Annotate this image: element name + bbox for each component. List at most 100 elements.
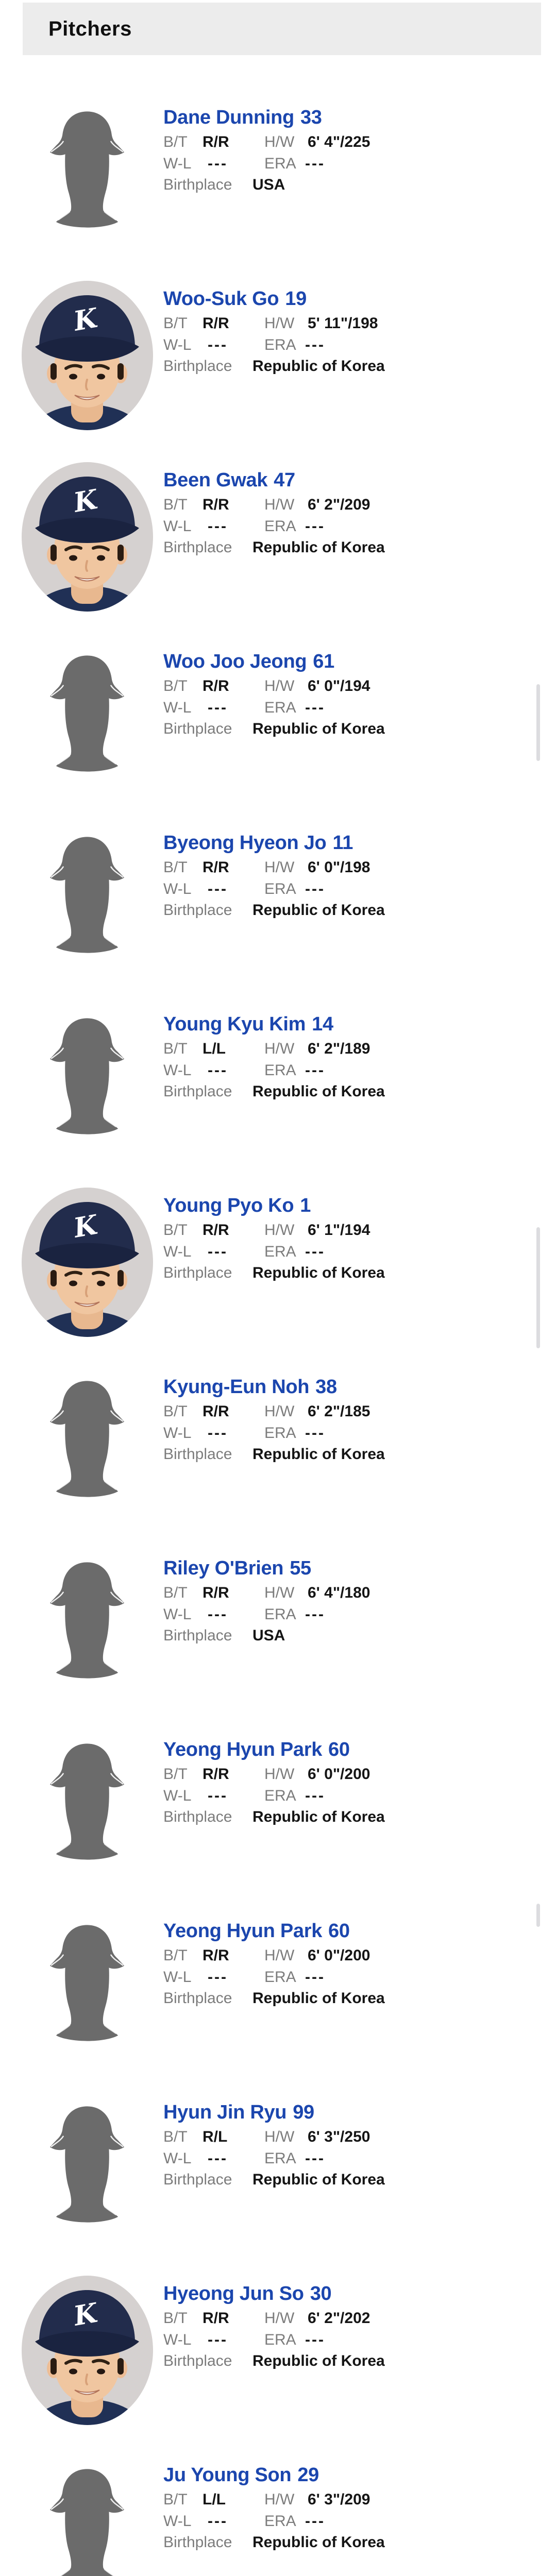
player-silhouette-image [46, 835, 128, 954]
bt-value: R/R [203, 315, 229, 332]
birthplace-label: Birthplace [163, 1990, 232, 2007]
stats-row-bt-hw: B/T R/L H/W 6' 3"/250 [0, 2128, 412, 2147]
player-number: 1 [300, 1195, 311, 1216]
hw-value: 6' 4"/225 [308, 133, 370, 150]
era-label: ERA [264, 2513, 296, 2530]
bt-label: B/T [163, 1766, 188, 1783]
birthplace-label: Birthplace [163, 1446, 232, 1463]
stats-row-bt-hw: B/T R/R H/W 6' 0"/194 [0, 677, 412, 696]
player-card[interactable]: K Been Gwak 47 B/T R/R H/W 6' 2"/209 W-L … [0, 462, 556, 643]
birthplace-value: Republic of Korea [252, 1990, 385, 2007]
scrollbar-thumb[interactable] [536, 684, 540, 761]
page-title: Pitchers [48, 18, 132, 40]
hw-value: 6' 0"/200 [308, 1947, 370, 1964]
stats-row-bt-hw: B/T R/R H/W 6' 4"/225 [0, 133, 412, 152]
player-name: Riley O'Brien [163, 1557, 284, 1579]
era-label: ERA [264, 1062, 296, 1079]
wl-label: W-L [163, 1062, 192, 1079]
hw-label: H/W [264, 2491, 295, 2508]
wl-label: W-L [163, 1787, 192, 1804]
player-name: Hyun Jin Ryu [163, 2102, 287, 2123]
bt-value: R/R [203, 1584, 229, 1601]
wl-value: --- [208, 1606, 228, 1623]
player-number: 61 [313, 651, 334, 672]
era-value: --- [305, 1606, 325, 1623]
player-card[interactable]: K Hyeong Jun So 30 B/T R/R H/W 6' 2"/202 … [0, 2276, 556, 2457]
stats-row-birthplace: Birthplace Republic of Korea [0, 1083, 412, 1101]
bt-value: R/R [203, 1403, 229, 1420]
player-name-link[interactable]: Riley O'Brien 55 [163, 1557, 311, 1580]
bt-value: R/R [203, 1766, 229, 1783]
bt-label: B/T [163, 1947, 188, 1964]
hw-value: 6' 0"/198 [308, 859, 370, 876]
wl-label: W-L [163, 1606, 192, 1623]
player-name-link[interactable]: Young Pyo Ko 1 [163, 1195, 311, 1217]
era-value: --- [305, 2150, 325, 2167]
birthplace-label: Birthplace [163, 2171, 232, 2188]
bt-label: B/T [163, 1403, 188, 1420]
scrollbar-thumb[interactable] [536, 1227, 540, 1348]
player-number: 11 [332, 832, 353, 854]
bt-value: R/R [203, 496, 229, 513]
stats-row-birthplace: Birthplace Republic of Korea [0, 720, 412, 739]
stats-row-bt-hw: B/T R/R H/W 6' 0"/198 [0, 859, 412, 877]
hw-value: 6' 0"/194 [308, 677, 370, 694]
scrollbar-thumb[interactable] [536, 1904, 540, 1927]
stats-row-birthplace: Birthplace Republic of Korea [0, 539, 412, 557]
wl-value: --- [208, 1969, 228, 1986]
player-name-link[interactable]: Woo Joo Jeong 61 [163, 651, 334, 673]
wl-label: W-L [163, 2513, 192, 2530]
stats-row-birthplace: Birthplace Republic of Korea [0, 2171, 412, 2190]
player-name-link[interactable]: Yeong Hyun Park 60 [163, 1739, 350, 1761]
era-value: --- [305, 1787, 325, 1804]
era-label: ERA [264, 518, 296, 535]
player-name-link[interactable]: Ju Young Son 29 [163, 2464, 319, 2486]
player-name-link[interactable]: Byeong Hyeon Jo 11 [163, 832, 353, 854]
player-name-link[interactable]: Kyung-Eun Noh 38 [163, 1376, 337, 1398]
stats-row-bt-hw: B/T R/R H/W 6' 2"/185 [0, 1403, 412, 1421]
hw-value: 5' 11"/198 [308, 315, 378, 332]
hw-label: H/W [264, 1040, 295, 1057]
hw-value: 6' 0"/200 [308, 1766, 370, 1783]
birthplace-value: Republic of Korea [252, 539, 385, 556]
player-card[interactable]: K Young Pyo Ko 1 B/T R/R H/W 6' 1"/194 W-… [0, 1188, 556, 1369]
player-name-link[interactable]: Hyun Jin Ryu 99 [163, 2102, 314, 2124]
player-name-link[interactable]: Hyeong Jun So 30 [163, 2283, 332, 2305]
wl-label: W-L [163, 2150, 192, 2167]
wl-label: W-L [163, 1425, 192, 1442]
era-value: --- [305, 699, 325, 716]
stats-row-wl-era: W-L --- ERA --- [0, 518, 412, 536]
hw-label: H/W [264, 315, 295, 332]
birthplace-value: Republic of Korea [252, 2534, 385, 2551]
birthplace-label: Birthplace [163, 720, 232, 737]
player-name: Byeong Hyeon Jo [163, 832, 327, 854]
hw-label: H/W [264, 677, 295, 694]
player-card[interactable]: K Woo-Suk Go 19 B/T R/R H/W 5' 11"/198 W-… [0, 281, 556, 462]
bt-value: R/R [203, 677, 229, 694]
birthplace-label: Birthplace [163, 902, 232, 919]
stats-row-wl-era: W-L --- ERA --- [0, 1969, 412, 1987]
stats-row-birthplace: Birthplace Republic of Korea [0, 2534, 412, 2552]
player-silhouette-image [46, 1560, 128, 1680]
hw-value: 6' 2"/209 [308, 496, 370, 513]
stats-row-bt-hw: B/T R/R H/W 5' 11"/198 [0, 315, 412, 333]
player-name-link[interactable]: Young Kyu Kim 14 [163, 1013, 333, 1036]
birthplace-label: Birthplace [163, 1808, 232, 1825]
player-name-link[interactable]: Been Gwak 47 [163, 469, 295, 492]
stats-row-wl-era: W-L --- ERA --- [0, 1062, 412, 1080]
player-name-link[interactable]: Yeong Hyun Park 60 [163, 1920, 350, 1942]
player-name-link[interactable]: Woo-Suk Go 19 [163, 288, 307, 310]
player-name-link[interactable]: Dane Dunning 33 [163, 107, 322, 129]
wl-label: W-L [163, 155, 192, 172]
player-name: Been Gwak [163, 469, 268, 491]
